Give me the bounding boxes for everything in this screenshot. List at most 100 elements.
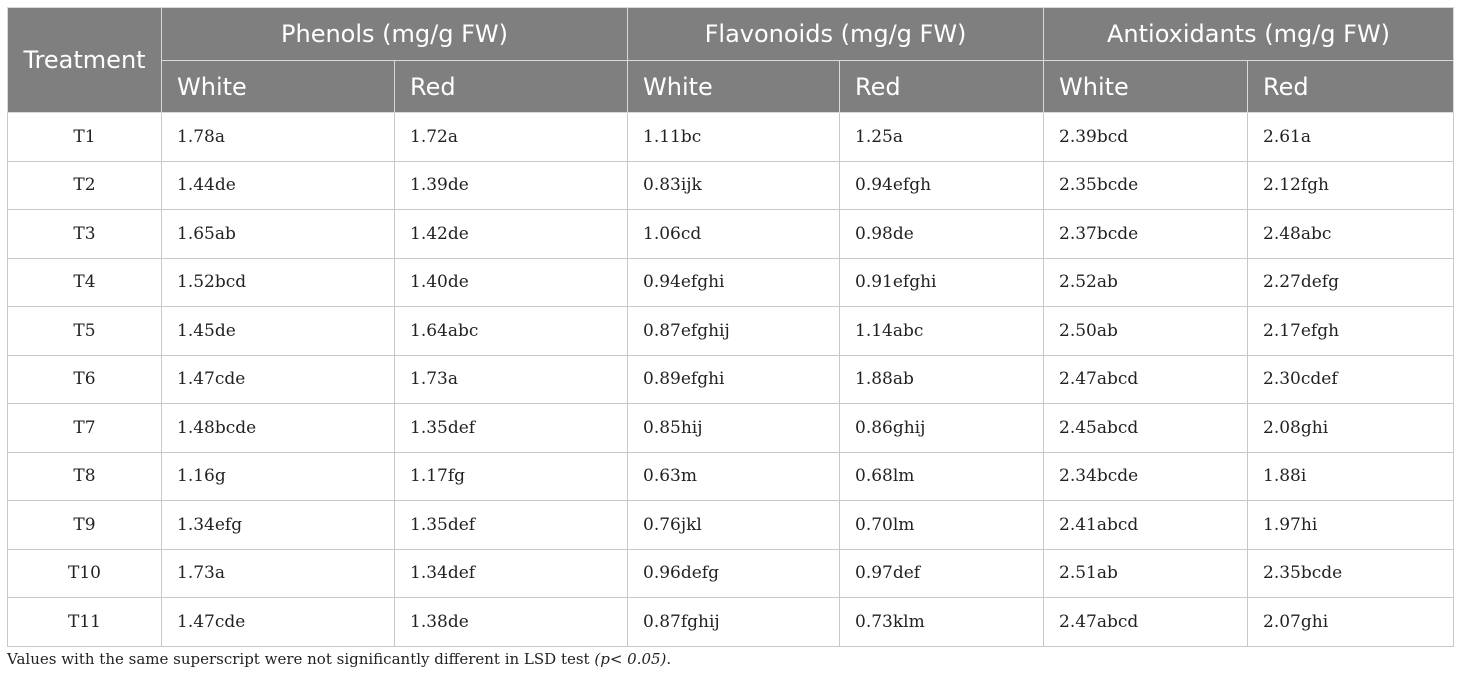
antioxidants-red-cell: 2.35bcde bbox=[1247, 548, 1455, 598]
antioxidants-white-cell: 2.41abcd bbox=[1043, 500, 1249, 550]
phenols-red-cell: 1.35def bbox=[394, 403, 628, 453]
table-row: T7 1.48bcde 1.35def 0.85hij 0.86ghij 2.45abcd… bbox=[7, 403, 1455, 453]
antioxidants-group-header: Antioxidants (mg/g FW) bbox=[1043, 7, 1455, 61]
phenols-red-header: Red bbox=[394, 60, 628, 113]
phenols-white-cell: 1.47cde bbox=[161, 354, 395, 404]
phenols-red-cell: 1.38de bbox=[394, 597, 628, 647]
treatment-cell: T10 bbox=[7, 548, 162, 598]
flavonoids-group-header: Flavonoids (mg/g FW) bbox=[626, 7, 1045, 61]
antioxidants-white-cell: 2.50ab bbox=[1043, 306, 1249, 356]
table-row: T8 1.16g 1.17fg 0.63m 0.68lm 2.34bcde 1.88i bbox=[7, 451, 1455, 501]
phenols-white-cell: 1.65ab bbox=[161, 209, 395, 259]
results-table-container: Treatment Phenols (mg/g FW) Flavonoids (… bbox=[7, 7, 1455, 647]
antioxidants-red-header: Red bbox=[1247, 60, 1455, 113]
antioxidants-red-cell: 2.61a bbox=[1247, 112, 1455, 162]
antioxidants-red-cell: 2.30cdef bbox=[1247, 354, 1455, 404]
flavonoids-white-cell: 0.87efghij bbox=[627, 306, 840, 356]
phenols-red-cell: 1.64abc bbox=[394, 306, 628, 356]
flavonoids-white-cell: 0.63m bbox=[627, 451, 840, 501]
flavonoids-red-cell: 0.91efghi bbox=[838, 257, 1045, 307]
treatment-cell: T4 bbox=[7, 257, 162, 307]
phenols-white-cell: 1.48bcde bbox=[161, 403, 395, 453]
treatment-cell: T6 bbox=[7, 354, 162, 404]
flavonoids-white-cell: 1.06cd bbox=[627, 209, 840, 259]
antioxidants-white-cell: 2.47abcd bbox=[1043, 354, 1249, 404]
footnote-text: Values with the same superscript were no… bbox=[7, 650, 595, 668]
phenols-white-header: White bbox=[161, 60, 395, 113]
flavonoids-red-cell: 1.88ab bbox=[838, 354, 1045, 404]
phenols-red-cell: 1.34def bbox=[394, 548, 628, 598]
flavonoids-white-cell: 0.89efghi bbox=[627, 354, 840, 404]
flavonoids-white-cell: 0.83ijk bbox=[627, 160, 840, 210]
table-footnote: Values with the same superscript were no… bbox=[7, 650, 671, 668]
phenols-white-cell: 1.78a bbox=[161, 112, 395, 162]
antioxidants-red-cell: 1.88i bbox=[1247, 451, 1455, 501]
treatment-cell: T9 bbox=[7, 500, 162, 550]
flavonoids-red-cell: 0.94efgh bbox=[838, 160, 1045, 210]
treatment-cell: T2 bbox=[7, 160, 162, 210]
flavonoids-white-cell: 0.87fghij bbox=[627, 597, 840, 647]
phenols-white-cell: 1.52bcd bbox=[161, 257, 395, 307]
flavonoids-red-cell: 0.73klm bbox=[838, 597, 1045, 647]
treatment-cell: T8 bbox=[7, 451, 162, 501]
results-table: Treatment Phenols (mg/g FW) Flavonoids (… bbox=[7, 7, 1455, 647]
antioxidants-white-cell: 2.37bcde bbox=[1043, 209, 1249, 259]
antioxidants-white-cell: 2.52ab bbox=[1043, 257, 1249, 307]
flavonoids-red-cell: 1.25a bbox=[838, 112, 1045, 162]
flavonoids-white-cell: 1.11bc bbox=[627, 112, 840, 162]
table-row: T6 1.47cde 1.73a 0.89efghi 1.88ab 2.47abcd 2.3… bbox=[7, 354, 1455, 404]
footnote-end: . bbox=[666, 650, 672, 668]
phenols-white-cell: 1.47cde bbox=[161, 597, 395, 647]
antioxidants-red-cell: 2.48abc bbox=[1247, 209, 1455, 259]
antioxidants-red-cell: 2.17efgh bbox=[1247, 306, 1455, 356]
table-row: T11 1.47cde 1.38de 0.87fghij 0.73klm 2.47abcd… bbox=[7, 597, 1455, 647]
antioxidants-white-cell: 2.35bcde bbox=[1043, 160, 1249, 210]
table-row: T3 1.65ab 1.42de 1.06cd 0.98de 2.37bcde 2.48ab… bbox=[7, 209, 1455, 259]
flavonoids-red-cell: 0.70lm bbox=[838, 500, 1045, 550]
footnote-significance: (p< 0.05) bbox=[594, 650, 667, 668]
antioxidants-white-cell: 2.51ab bbox=[1043, 548, 1249, 598]
treatment-cell: T5 bbox=[7, 306, 162, 356]
phenols-red-cell: 1.42de bbox=[394, 209, 628, 259]
antioxidants-red-cell: 2.27defg bbox=[1247, 257, 1455, 307]
phenols-white-cell: 1.34efg bbox=[161, 500, 395, 550]
antioxidants-white-header: White bbox=[1043, 60, 1249, 113]
header-sub-row: White Red White Red White Red bbox=[8, 60, 1455, 113]
phenols-white-cell: 1.73a bbox=[161, 548, 395, 598]
treatment-cell: T7 bbox=[7, 403, 162, 453]
flavonoids-white-header: White bbox=[627, 60, 840, 113]
antioxidants-red-cell: 2.07ghi bbox=[1247, 597, 1455, 647]
flavonoids-white-cell: 0.85hij bbox=[627, 403, 840, 453]
treatment-cell: T3 bbox=[7, 209, 162, 259]
phenols-red-cell: 1.17fg bbox=[394, 451, 628, 501]
table-row: T5 1.45de 1.64abc 0.87efghij 1.14abc 2.50ab 2.… bbox=[7, 306, 1455, 356]
table-header: Treatment Phenols (mg/g FW) Flavonoids (… bbox=[7, 7, 1455, 113]
flavonoids-red-cell: 0.86ghij bbox=[838, 403, 1045, 453]
flavonoids-red-cell: 0.98de bbox=[838, 209, 1045, 259]
phenols-white-cell: 1.45de bbox=[161, 306, 395, 356]
header-group-row: Treatment Phenols (mg/g FW) Flavonoids (… bbox=[7, 7, 1455, 113]
phenols-white-cell: 1.44de bbox=[161, 160, 395, 210]
phenols-group-header: Phenols (mg/g FW) bbox=[161, 7, 628, 61]
flavonoids-red-header: Red bbox=[838, 60, 1045, 113]
flavonoids-red-cell: 1.14abc bbox=[838, 306, 1045, 356]
phenols-white-cell: 1.16g bbox=[161, 451, 395, 501]
flavonoids-white-cell: 0.94efghi bbox=[627, 257, 840, 307]
phenols-red-cell: 1.40de bbox=[394, 257, 628, 307]
phenols-red-cell: 1.39de bbox=[394, 160, 628, 210]
table-row: T9 1.34efg 1.35def 0.76jkl 0.70lm 2.41abcd 1.9… bbox=[7, 500, 1455, 550]
phenols-red-cell: 1.73a bbox=[394, 354, 628, 404]
antioxidants-red-cell: 2.08ghi bbox=[1247, 403, 1455, 453]
phenols-red-cell: 1.35def bbox=[394, 500, 628, 550]
antioxidants-white-cell: 2.45abcd bbox=[1043, 403, 1249, 453]
flavonoids-red-cell: 0.97def bbox=[838, 548, 1045, 598]
antioxidants-white-cell: 2.39bcd bbox=[1043, 112, 1249, 162]
treatment-header: Treatment bbox=[7, 7, 162, 113]
table-body: T1 1.78a 1.72a 1.11bc 1.25a 2.39bcd 2.61a T2 1.4… bbox=[7, 112, 1455, 647]
flavonoids-white-cell: 0.96defg bbox=[627, 548, 840, 598]
antioxidants-red-cell: 2.12fgh bbox=[1247, 160, 1455, 210]
flavonoids-red-cell: 0.68lm bbox=[838, 451, 1045, 501]
table-row: T2 1.44de 1.39de 0.83ijk 0.94efgh 2.35bcde 2.1… bbox=[7, 160, 1455, 210]
antioxidants-white-cell: 2.47abcd bbox=[1043, 597, 1249, 647]
treatment-cell: T11 bbox=[7, 597, 162, 647]
